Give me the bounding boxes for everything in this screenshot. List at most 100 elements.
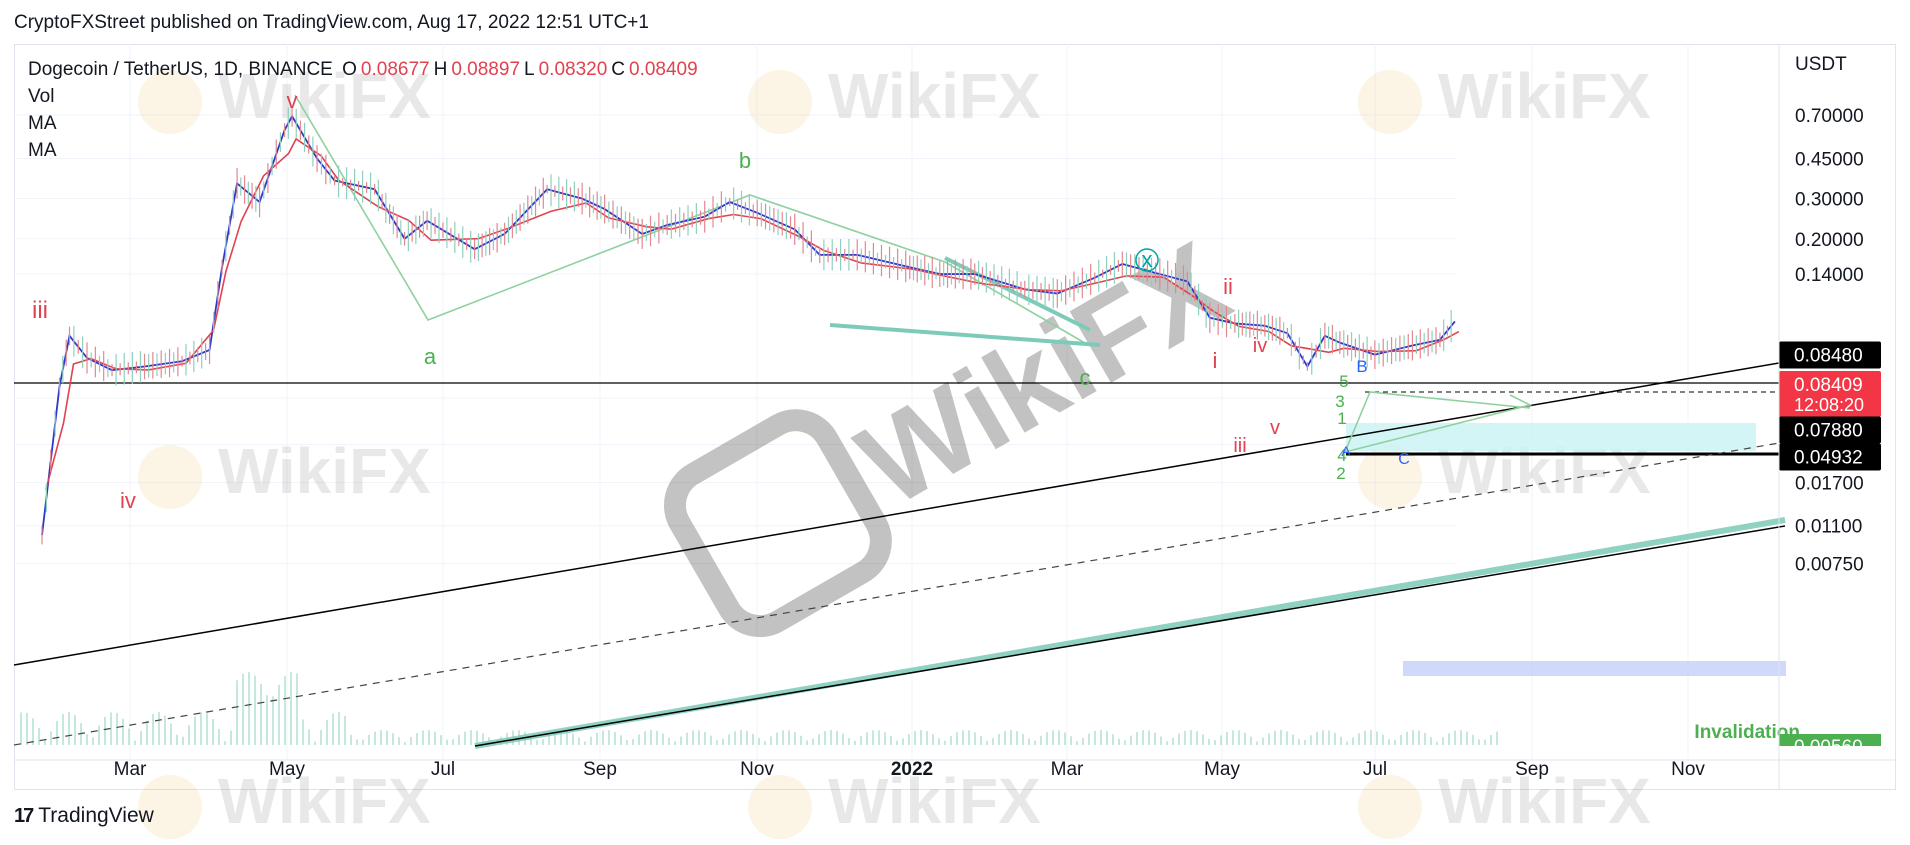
volume-bar [1460, 730, 1462, 745]
legend-ohlc-key: H [433, 59, 448, 80]
volume-bar [1010, 730, 1012, 745]
volume-bar [74, 715, 76, 745]
wave-label: ii [1223, 274, 1233, 299]
trendline-main [13, 361, 1786, 666]
volume-bar [674, 741, 676, 745]
watermark-logo-icon [748, 775, 812, 839]
volume-bar [758, 737, 760, 745]
volume-bar [1478, 739, 1480, 745]
time-axis-tick: 2022 [891, 759, 933, 780]
price-axis-tick: 0.20000 [1795, 230, 1864, 251]
volume-bar [1358, 733, 1360, 745]
volume-bar [1130, 735, 1132, 745]
volume-bar [368, 734, 370, 745]
volume-bar [50, 731, 52, 745]
legend-indicator-vol[interactable]: Vol [28, 86, 55, 107]
volume-bar [710, 735, 712, 745]
volume-bar [1196, 731, 1198, 745]
volume-bar [866, 732, 868, 745]
volume-bar [1484, 739, 1486, 745]
volume-bar [716, 740, 718, 745]
volume-bar [470, 730, 472, 745]
volume-bar [638, 734, 640, 745]
volume-bar [1370, 730, 1372, 745]
volume-bar [1322, 730, 1324, 745]
wave-label: c [1080, 365, 1091, 390]
wave-label: 2 [1336, 464, 1345, 483]
price-tag-bg [1779, 371, 1881, 417]
volume-bar [998, 733, 1000, 745]
volume-bar [1238, 730, 1240, 745]
published-line: CryptoFXStreet published on TradingView.… [14, 12, 649, 33]
volume-bar [1436, 741, 1438, 745]
volume-bar [602, 730, 604, 745]
price-tag[interactable]: 0.07880 [1779, 416, 1881, 444]
volume-bar [206, 713, 208, 745]
volume-bar [1064, 732, 1066, 745]
volume-bar [1490, 734, 1492, 745]
watermark-text: WikiFX [218, 765, 431, 837]
volume-bar [410, 737, 412, 745]
watermark-logo-icon [1358, 70, 1422, 134]
volume-bar [152, 713, 154, 745]
wave-label: 1 [1337, 409, 1346, 428]
volume-bar [548, 734, 550, 745]
volume-bar [1142, 730, 1144, 745]
time-axis-tick: May [269, 759, 305, 780]
volume-bar [722, 738, 724, 745]
volume-bar [248, 672, 250, 745]
volume-bar [1028, 738, 1030, 745]
volume-bar [794, 732, 796, 745]
volume-bar [38, 728, 40, 745]
legend-indicator-ma-fast[interactable]: MA [28, 113, 57, 134]
volume-bar [116, 713, 118, 745]
volume-bar [1424, 732, 1426, 745]
watermark-logo-icon [1358, 775, 1422, 839]
volume-bar [854, 740, 856, 745]
price-tag-value: 0.07880 [1794, 421, 1863, 442]
volume-bar [752, 733, 754, 745]
volume-bar [776, 732, 778, 745]
volume-bar [236, 680, 238, 745]
volume-bar [1388, 739, 1390, 745]
volume-bar [1346, 741, 1348, 745]
legend-symbol: Dogecoin / TetherUS, 1D, BINANCE [28, 59, 333, 80]
volume-bar [176, 734, 178, 745]
volume-bar [680, 736, 682, 745]
volume-bar [1112, 734, 1114, 745]
price-tag[interactable]: 0.08480 [1779, 341, 1881, 369]
volume-bar [1364, 730, 1366, 745]
volume-bar [1394, 739, 1396, 745]
volume-bar [746, 730, 748, 745]
volume-bar [62, 714, 64, 745]
volume-bar [218, 729, 220, 745]
volume-bar [650, 730, 652, 745]
volume-bar [626, 740, 628, 745]
footer-brand[interactable]: 17 TradingView [14, 804, 154, 828]
watermark-logo-icon [748, 70, 812, 134]
volume-bar [1448, 733, 1450, 745]
volume-bar [140, 731, 142, 745]
volume-bar [740, 730, 742, 745]
volume-bar [1100, 730, 1102, 745]
volume-bar [320, 730, 322, 745]
legend-ohlc-key: O [342, 59, 357, 80]
volume-bar [728, 734, 730, 745]
volume-bar [1418, 730, 1420, 745]
volume-bar [230, 730, 232, 745]
volume-bar [632, 738, 634, 745]
volume-bar [1070, 736, 1072, 745]
price-tag[interactable]: 0.04932 [1779, 443, 1881, 471]
legend-indicator-ma-slow[interactable]: MA [28, 140, 57, 161]
volume-bar [428, 730, 430, 745]
volume-bar [20, 712, 22, 745]
volume-bar [878, 730, 880, 745]
legend-ohlc-value: 0.08409 [629, 59, 698, 80]
volume-bar [1190, 730, 1192, 745]
volume-bar [1088, 733, 1090, 745]
watermark-logo-icon [1358, 445, 1422, 509]
volume-bar [212, 719, 214, 745]
volume-bar [842, 733, 844, 745]
